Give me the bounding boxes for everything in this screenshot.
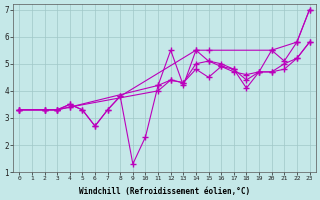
- X-axis label: Windchill (Refroidissement éolien,°C): Windchill (Refroidissement éolien,°C): [79, 187, 250, 196]
